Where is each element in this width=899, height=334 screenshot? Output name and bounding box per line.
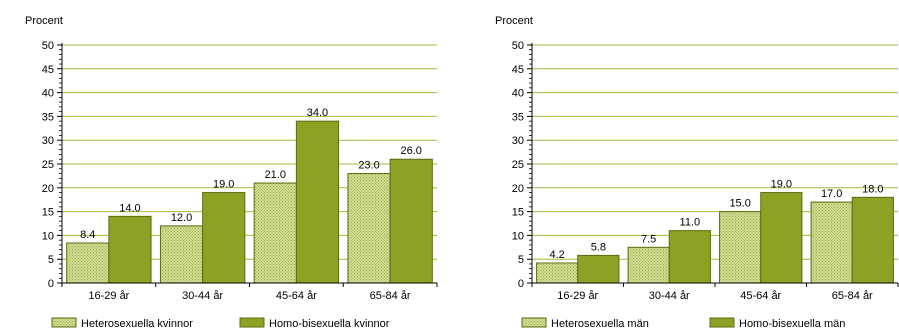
y-axis-title: Procent <box>25 15 63 27</box>
y-tick-label: 5 <box>48 254 54 266</box>
data-label: 19.0 <box>771 179 792 191</box>
bar-hetero <box>810 201 853 284</box>
y-tick-label: 15 <box>42 207 54 219</box>
legend-swatch-hetero <box>51 317 77 328</box>
y-axis-title: Procent <box>495 15 533 27</box>
y-tick-label: 20 <box>42 183 54 195</box>
data-label: 5.8 <box>591 241 606 253</box>
chart-panel-2: Procent 0 5 10 15 20 25 30 35 40 45 50 4.2 5.8 16-29 å… <box>495 15 899 330</box>
x-tick-label: 16-29 år <box>557 290 598 302</box>
y-tick-label: 30 <box>42 135 54 147</box>
data-label: 11.0 <box>680 217 701 229</box>
legend-swatch-hetero <box>521 317 547 328</box>
x-tick-label: 30-44 år <box>649 290 690 302</box>
bar-hetero <box>627 246 670 284</box>
data-label: 4.2 <box>550 249 565 261</box>
y-tick-label: 15 <box>512 207 524 219</box>
y-tick-label: 45 <box>512 64 524 76</box>
data-label: 8.4 <box>80 229 95 241</box>
bar-hetero <box>536 262 579 284</box>
legend-label: Homo-bisexuella män <box>739 318 845 329</box>
bar-homo <box>202 192 246 284</box>
bar-homo <box>668 230 711 284</box>
y-tick-label: 10 <box>512 230 524 242</box>
y-tick-label: 50 <box>512 40 524 52</box>
bar-hetero <box>66 242 110 284</box>
legend-label: Heterosexuella kvinnor <box>81 318 193 329</box>
legend-swatch-homo <box>239 317 265 328</box>
bar-hetero <box>253 182 297 284</box>
x-tick-label: 16-29 år <box>88 290 129 302</box>
y-tick-label: 25 <box>512 159 524 171</box>
bar-homo <box>295 120 340 284</box>
data-label: 23.0 <box>358 160 379 172</box>
data-label: 19.0 <box>213 179 234 191</box>
data-label: 18.0 <box>862 183 883 195</box>
bar-homo <box>108 215 152 284</box>
data-label: 34.0 <box>307 107 328 119</box>
bar-hetero <box>159 225 204 284</box>
x-tick-label: 65-84 år <box>832 290 873 302</box>
bar-homo <box>389 158 433 284</box>
y-tick-label: 5 <box>518 254 524 266</box>
y-tick-label: 10 <box>42 230 54 242</box>
bar-homo <box>577 254 620 284</box>
bar-homo <box>851 196 894 284</box>
legend-label: Heterosexuella män <box>551 318 649 329</box>
x-tick-label: 45-64 år <box>276 290 317 302</box>
y-tick-label: 0 <box>518 278 524 290</box>
data-label: 26.0 <box>401 145 422 157</box>
data-label: 21.0 <box>265 169 286 181</box>
bar-hetero <box>719 211 762 284</box>
x-tick-label: 45-64 år <box>740 290 781 302</box>
y-tick-label: 45 <box>42 64 54 76</box>
data-label: 12.0 <box>171 212 192 224</box>
y-tick-label: 25 <box>42 159 54 171</box>
y-tick-label: 40 <box>512 88 524 100</box>
chart-panel-1: Procent 0 5 10 15 20 25 30 35 40 45 50 8.4 14.0 16-29 … <box>25 15 438 330</box>
y-tick-label: 20 <box>512 183 524 195</box>
bar-hetero <box>347 173 391 284</box>
legend-swatch-homo <box>709 317 735 328</box>
y-tick-label: 35 <box>512 111 524 123</box>
data-label: 17.0 <box>821 188 842 200</box>
legend-label: Homo-bisexuella kvinnor <box>269 318 390 329</box>
x-tick-label: 65-84 år <box>370 290 411 302</box>
y-tick-label: 35 <box>42 111 54 123</box>
x-tick-label: 30-44 år <box>182 290 223 302</box>
bar-homo <box>760 192 803 284</box>
data-label: 14.0 <box>119 202 140 214</box>
y-tick-label: 50 <box>42 40 54 52</box>
data-label: 15.0 <box>729 198 750 210</box>
y-tick-label: 30 <box>512 135 524 147</box>
data-label: 7.5 <box>641 233 656 245</box>
y-tick-label: 0 <box>48 278 54 290</box>
y-tick-label: 40 <box>42 88 54 100</box>
